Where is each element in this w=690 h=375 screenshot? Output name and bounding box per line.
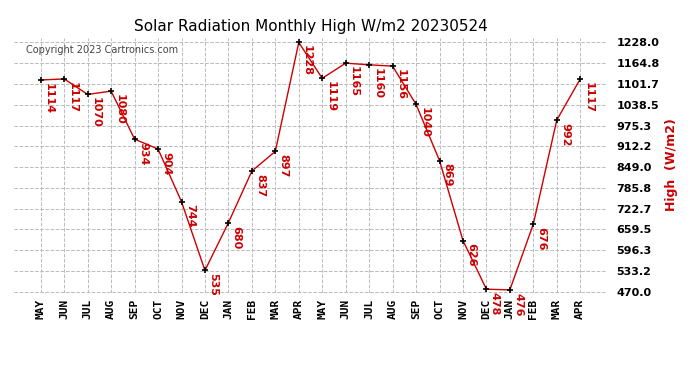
- Text: 1165: 1165: [349, 66, 359, 97]
- Text: 904: 904: [161, 152, 171, 175]
- Text: 626: 626: [466, 243, 476, 267]
- Text: 1114: 1114: [44, 83, 54, 114]
- Text: Copyright 2023 Cartronics.com: Copyright 2023 Cartronics.com: [26, 45, 178, 55]
- Text: 476: 476: [513, 292, 523, 316]
- Text: 1117: 1117: [584, 82, 593, 113]
- Text: 1156: 1156: [396, 69, 406, 100]
- Text: 1117: 1117: [68, 82, 77, 113]
- Text: 744: 744: [185, 204, 195, 228]
- Text: 478: 478: [490, 292, 500, 315]
- Text: 837: 837: [255, 174, 265, 197]
- Text: 897: 897: [279, 154, 288, 177]
- Text: 1119: 1119: [326, 81, 335, 112]
- Text: 1160: 1160: [373, 68, 382, 99]
- Title: Solar Radiation Monthly High W/m2 20230524: Solar Radiation Monthly High W/m2 202305…: [134, 18, 487, 33]
- Y-axis label: High  (W/m2): High (W/m2): [665, 118, 678, 211]
- Text: 934: 934: [138, 142, 148, 165]
- Text: 535: 535: [208, 273, 218, 296]
- Text: 869: 869: [443, 164, 453, 187]
- Text: 1040: 1040: [420, 107, 429, 138]
- Text: 992: 992: [560, 123, 570, 146]
- Text: 1080: 1080: [115, 94, 124, 124]
- Text: 1228: 1228: [302, 45, 312, 76]
- Text: 680: 680: [232, 225, 241, 249]
- Text: 1070: 1070: [91, 97, 101, 128]
- Text: 676: 676: [537, 227, 546, 251]
